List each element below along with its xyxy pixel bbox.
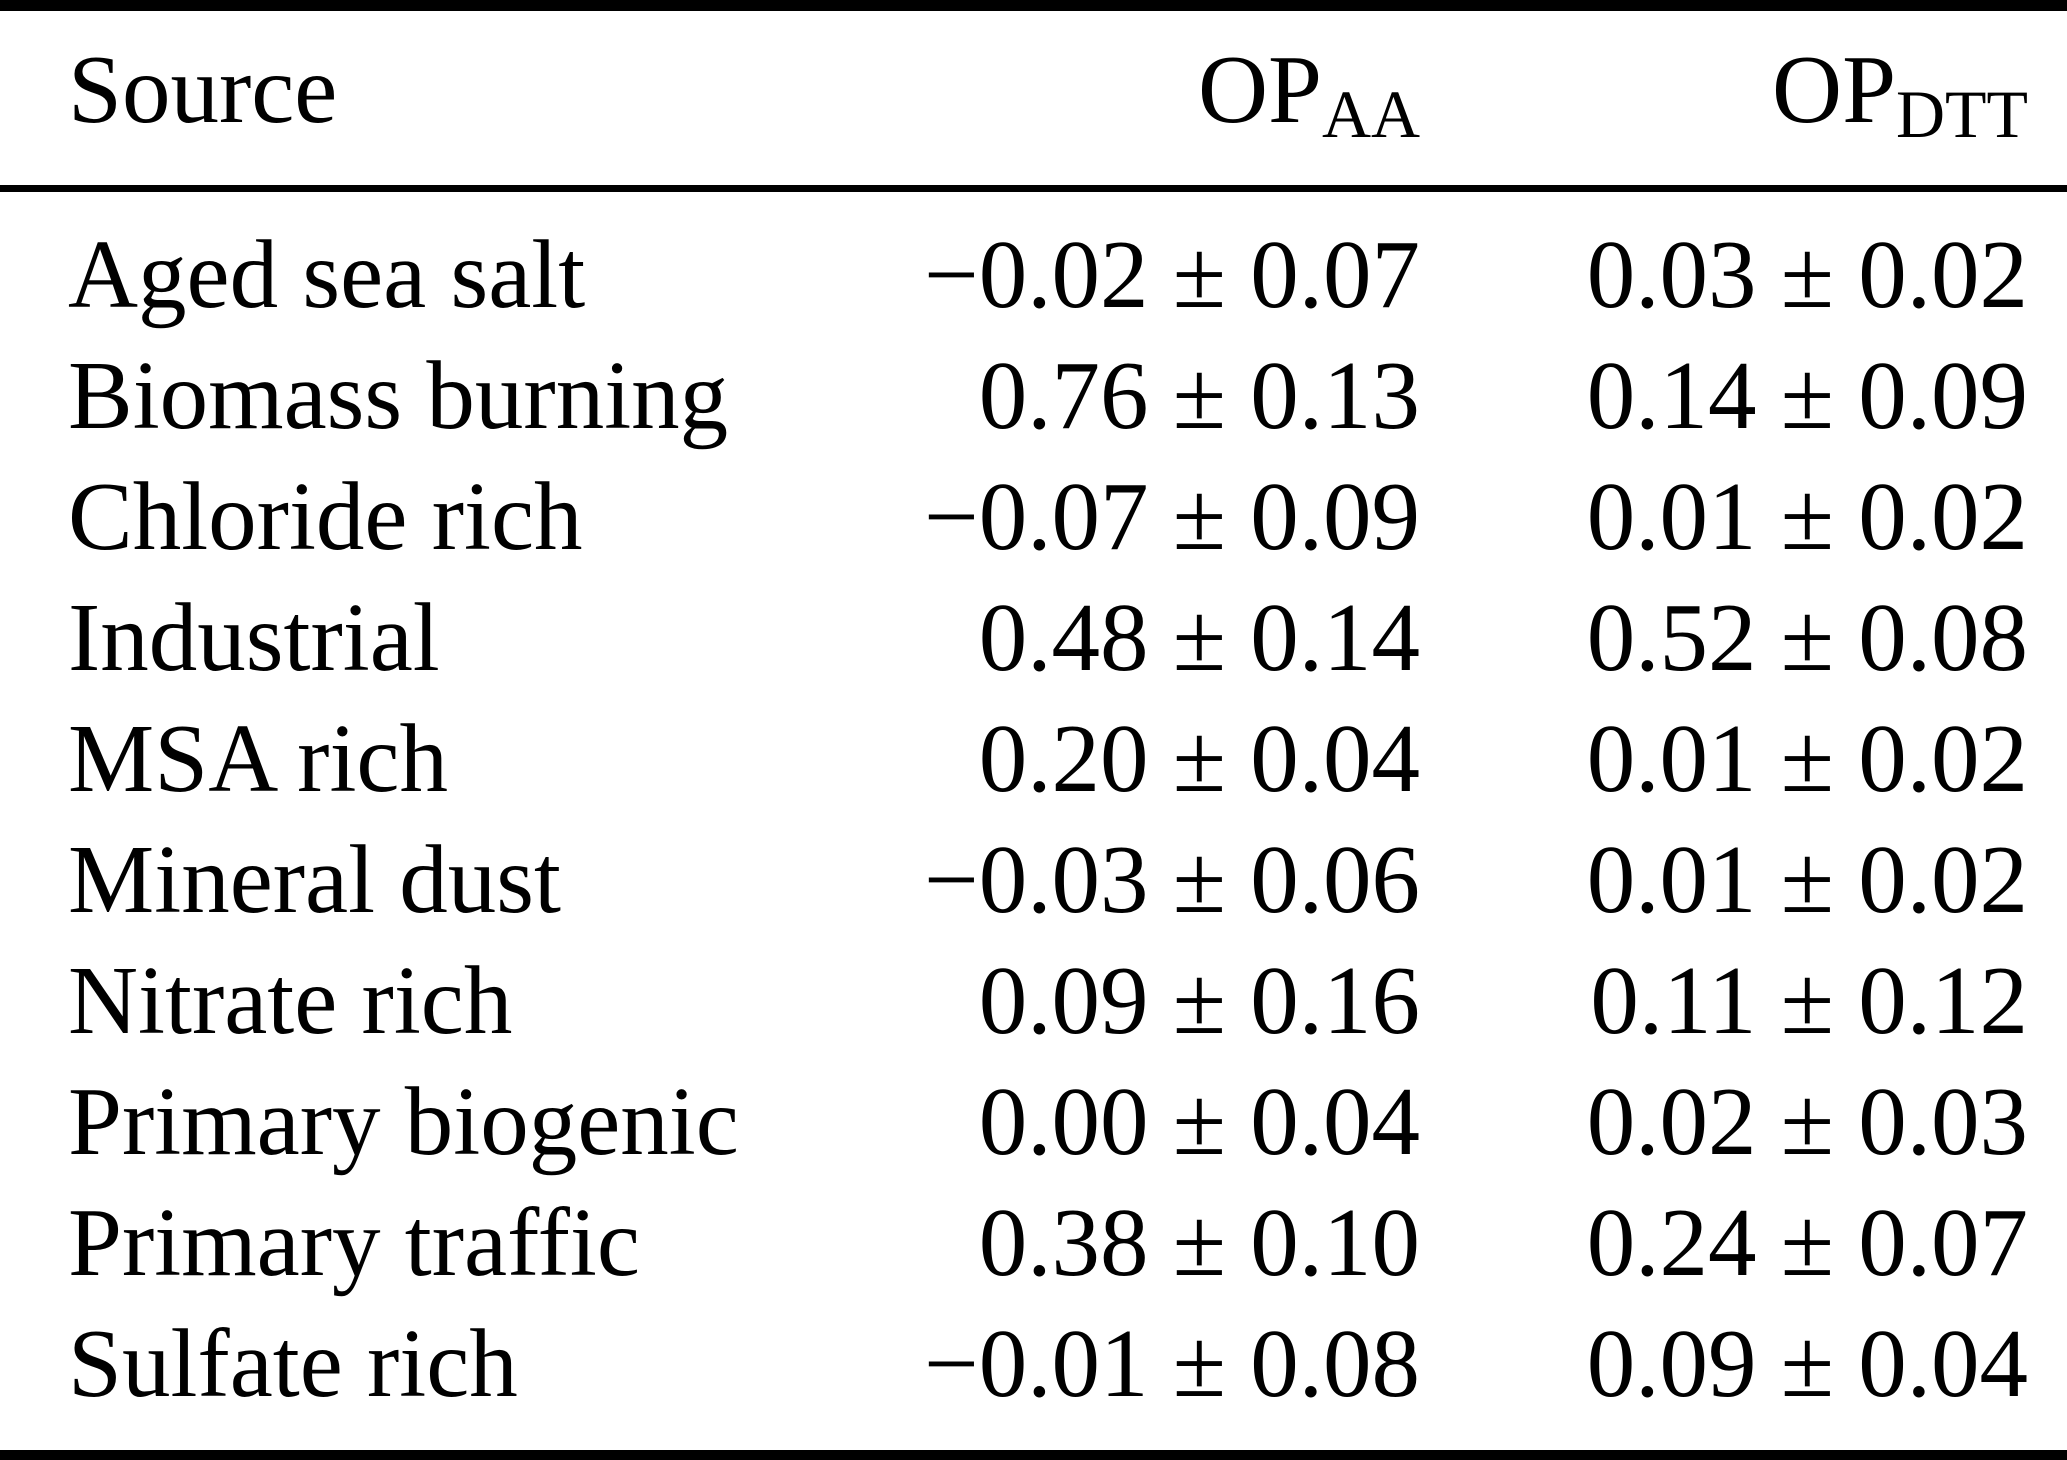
op-dtt-cell: 0.52 ± 0.08 <box>1586 584 2028 691</box>
source-cell: Aged sea salt <box>68 221 586 328</box>
source-cell: Primary traffic <box>68 1189 640 1296</box>
table-bottom-rule <box>0 1450 2067 1460</box>
table-row: Chloride rich −0.07 ± 0.09 0.01 ± 0.02 <box>0 456 2067 577</box>
op-aa-cell: −0.02 ± 0.07 <box>924 221 1420 328</box>
op-dtt-cell: 0.11 ± 0.12 <box>1590 947 2028 1054</box>
table-row: Nitrate rich 0.09 ± 0.16 0.11 ± 0.12 <box>0 940 2067 1061</box>
table-row: Primary biogenic 0.00 ± 0.04 0.02 ± 0.03 <box>0 1061 2067 1182</box>
op-aa-cell: −0.07 ± 0.09 <box>924 463 1420 570</box>
op-aa-cell: 0.00 ± 0.04 <box>978 1068 1420 1175</box>
table-body: Aged sea salt −0.02 ± 0.07 0.03 ± 0.02 B… <box>0 192 2067 1424</box>
op-dtt-cell: 0.24 ± 0.07 <box>1586 1189 2028 1296</box>
table-row: Mineral dust −0.03 ± 0.06 0.01 ± 0.02 <box>0 819 2067 940</box>
source-cell: Chloride rich <box>68 463 583 570</box>
source-cell: Nitrate rich <box>68 947 513 1054</box>
op-dtt-subscript: DTT <box>1896 75 2028 152</box>
op-dtt-cell: 0.01 ± 0.02 <box>1586 705 2028 812</box>
table-row: Sulfate rich −0.01 ± 0.08 0.09 ± 0.04 <box>0 1303 2067 1424</box>
source-cell: Primary biogenic <box>68 1068 739 1175</box>
op-dtt-cell: 0.02 ± 0.03 <box>1586 1068 2028 1175</box>
table-row: Primary traffic 0.38 ± 0.10 0.24 ± 0.07 <box>0 1182 2067 1303</box>
column-header-source: Source <box>68 36 338 143</box>
op-aa-cell: −0.03 ± 0.06 <box>924 826 1420 933</box>
op-dtt-cell: 0.09 ± 0.04 <box>1586 1310 2028 1417</box>
source-cell: Biomass burning <box>68 342 729 449</box>
op-aa-cell: 0.38 ± 0.10 <box>978 1189 1420 1296</box>
op-dtt-cell: 0.03 ± 0.02 <box>1586 221 2028 328</box>
source-cell: Sulfate rich <box>68 1310 518 1417</box>
table-row: MSA rich 0.20 ± 0.04 0.01 ± 0.02 <box>0 698 2067 819</box>
column-header-op-aa: OPAA <box>900 11 1420 185</box>
table-header-row: Source OPAA OPDTT <box>0 11 2067 185</box>
op-aa-cell: −0.01 ± 0.08 <box>924 1310 1420 1417</box>
op-aa-cell: 0.76 ± 0.13 <box>978 342 1420 449</box>
op-dtt-cell: 0.01 ± 0.02 <box>1586 826 2028 933</box>
table-header-rule <box>0 185 2067 192</box>
op-dtt-cell: 0.14 ± 0.09 <box>1586 342 2028 449</box>
column-header-op-dtt: OPDTT <box>1420 11 2067 185</box>
bottom-gap <box>0 1424 2067 1450</box>
source-cell: MSA rich <box>68 705 448 812</box>
table-row: Industrial 0.48 ± 0.14 0.52 ± 0.08 <box>0 577 2067 698</box>
source-cell: Industrial <box>68 584 440 691</box>
op-aa-cell: 0.20 ± 0.04 <box>978 705 1420 812</box>
op-aa-base: OP <box>1197 36 1322 143</box>
op-aa-cell: 0.48 ± 0.14 <box>978 584 1420 691</box>
table-row: Biomass burning 0.76 ± 0.13 0.14 ± 0.09 <box>0 335 2067 456</box>
source-cell: Mineral dust <box>68 826 562 933</box>
table-row: Aged sea salt −0.02 ± 0.07 0.03 ± 0.02 <box>0 214 2067 335</box>
op-aa-cell: 0.09 ± 0.16 <box>978 947 1420 1054</box>
op-aa-subscript: AA <box>1321 75 1420 152</box>
op-dtt-cell: 0.01 ± 0.02 <box>1586 463 2028 570</box>
op-dtt-base: OP <box>1772 36 1897 143</box>
table-top-rule <box>0 0 2067 11</box>
